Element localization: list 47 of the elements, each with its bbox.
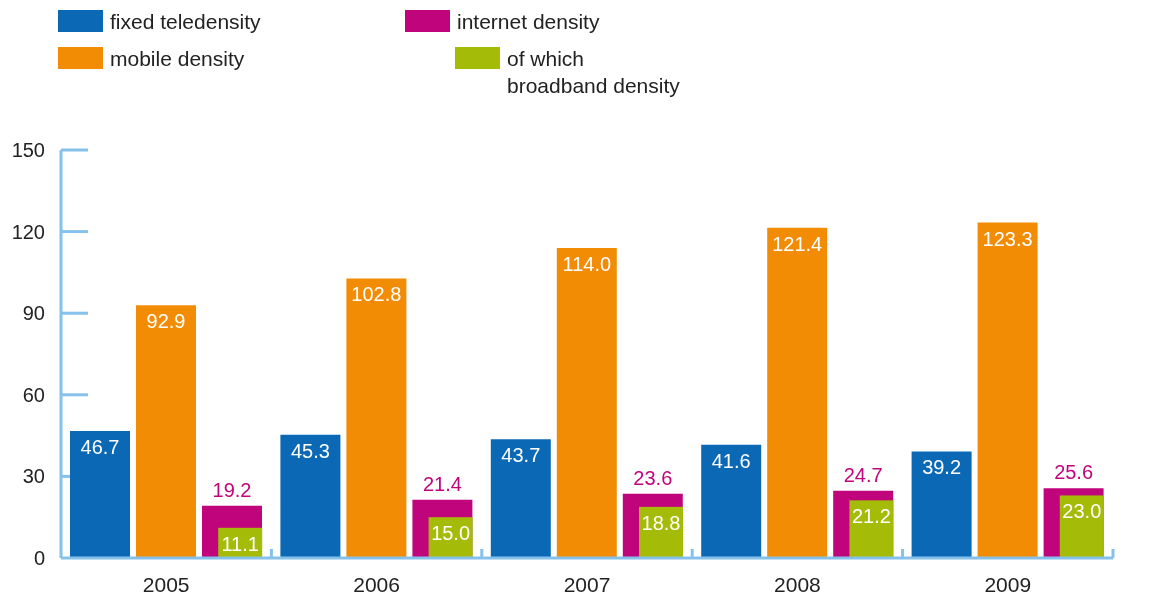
data-label: 23.6 bbox=[633, 466, 673, 489]
x-tick-label: 2007 bbox=[563, 572, 611, 596]
data-label: 46.7 bbox=[80, 435, 120, 458]
data-label: 18.8 bbox=[641, 511, 681, 534]
data-label: 24.7 bbox=[843, 463, 883, 486]
bar bbox=[911, 451, 972, 558]
data-label: 45.3 bbox=[290, 439, 330, 462]
x-tick-label: 2006 bbox=[353, 572, 400, 596]
legend-label: of which broadband density bbox=[507, 46, 680, 99]
y-tick-label: 30 bbox=[22, 465, 45, 488]
data-label: 114.0 bbox=[562, 252, 612, 275]
bar bbox=[849, 500, 894, 558]
data-label: 41.6 bbox=[711, 449, 751, 472]
data-label: 11.1 bbox=[221, 532, 259, 555]
y-tick-label: 60 bbox=[22, 383, 45, 406]
x-tick-label: 2009 bbox=[984, 572, 1032, 596]
y-tick-label: 90 bbox=[22, 302, 45, 325]
data-label: 102.8 bbox=[351, 283, 402, 306]
data-label: 121.4 bbox=[772, 232, 823, 255]
bar bbox=[136, 305, 196, 558]
data-label: 123.3 bbox=[982, 227, 1033, 250]
data-label: 21.4 bbox=[422, 472, 462, 495]
bar bbox=[346, 278, 407, 558]
y-tick-label: 0 bbox=[33, 547, 45, 569]
legend-label: internet density bbox=[457, 9, 600, 35]
bar bbox=[280, 434, 341, 558]
bar bbox=[556, 247, 617, 558]
data-label: 15.0 bbox=[431, 522, 471, 545]
bar bbox=[767, 227, 828, 558]
data-label: 19.2 bbox=[212, 478, 252, 501]
bar bbox=[977, 222, 1038, 558]
x-tick-label: 2005 bbox=[142, 572, 190, 596]
data-label: 23.0 bbox=[1062, 500, 1102, 523]
data-label: 21.2 bbox=[851, 505, 891, 528]
data-label: 39.2 bbox=[922, 456, 962, 479]
x-tick-label: 2008 bbox=[774, 572, 821, 596]
data-label: 92.9 bbox=[146, 310, 186, 333]
legend-label: fixed teledensity bbox=[110, 9, 261, 35]
legend-label: mobile density bbox=[110, 46, 245, 72]
data-label: 43.7 bbox=[501, 444, 541, 467]
bar bbox=[490, 439, 551, 558]
bar bbox=[701, 444, 762, 558]
bar bbox=[1059, 495, 1104, 558]
data-label: 25.6 bbox=[1054, 461, 1094, 484]
y-tick-label: 120 bbox=[11, 220, 45, 243]
y-tick-label: 150 bbox=[11, 139, 45, 161]
bar bbox=[70, 430, 130, 558]
